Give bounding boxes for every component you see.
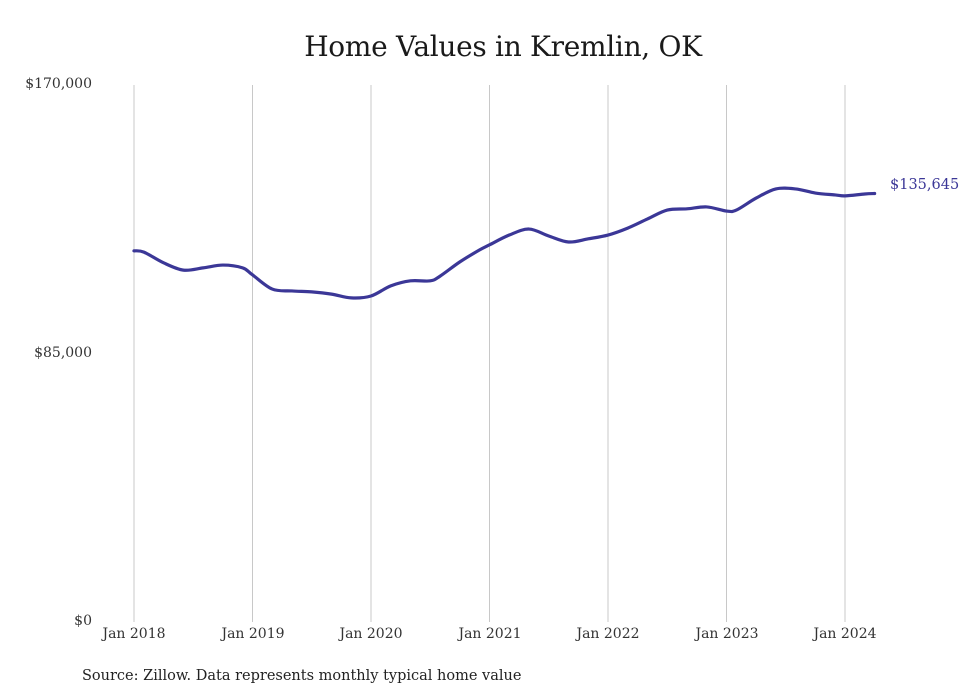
y-tick-label: $85,000: [34, 345, 92, 361]
y-tick-label: $0: [74, 613, 92, 629]
latest-value-label: $135,645: [890, 177, 960, 193]
x-tick-label: Jan 2018: [102, 626, 166, 642]
x-tick-label: Jan 2021: [458, 626, 522, 642]
home-value-line: [132, 186, 877, 300]
vertical-gridlines: [133, 85, 846, 622]
x-tick-label: Jan 2019: [221, 626, 285, 642]
x-tick-label: Jan 2022: [576, 626, 640, 642]
x-tick-label: Jan 2023: [695, 626, 759, 642]
y-tick-label: $170,000: [25, 76, 92, 92]
x-tick-label: Jan 2024: [813, 626, 877, 642]
x-tick-label: Jan 2020: [339, 626, 403, 642]
source-note: Source: Zillow. Data represents monthly …: [82, 668, 522, 684]
chart-title: Home Values in Kremlin, OK: [304, 30, 702, 63]
